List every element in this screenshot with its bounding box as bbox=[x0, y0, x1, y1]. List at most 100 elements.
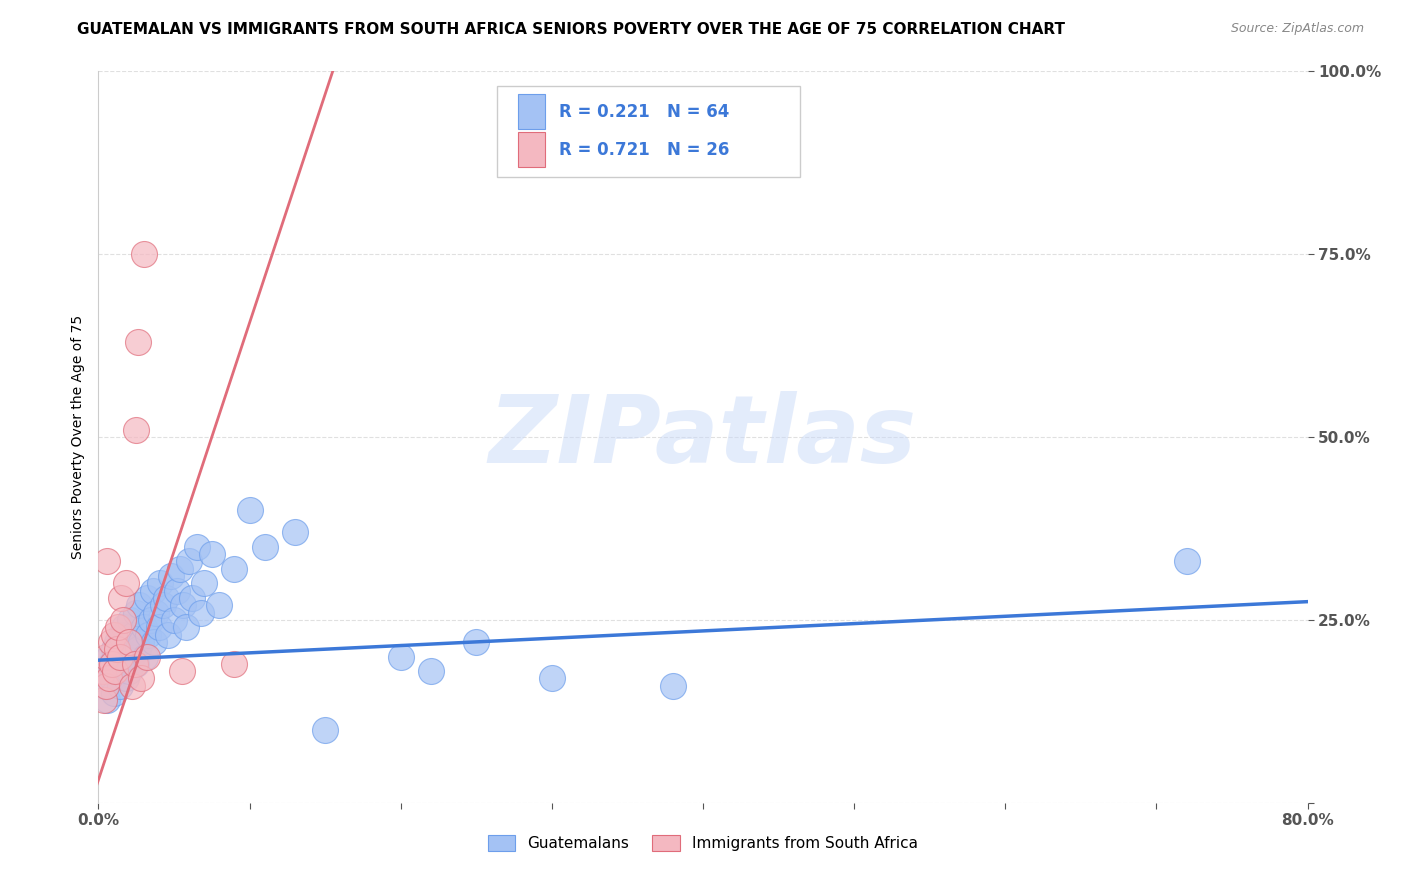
Text: R = 0.221   N = 64: R = 0.221 N = 64 bbox=[560, 103, 730, 120]
Point bbox=[125, 423, 148, 437]
Point bbox=[284, 525, 307, 540]
Point bbox=[110, 591, 132, 605]
Point bbox=[101, 657, 124, 671]
Point bbox=[208, 599, 231, 613]
Point bbox=[98, 672, 121, 686]
Point bbox=[136, 627, 159, 641]
Point bbox=[103, 686, 125, 700]
Point bbox=[181, 591, 204, 605]
Point bbox=[224, 562, 246, 576]
Text: ZIPatlas: ZIPatlas bbox=[489, 391, 917, 483]
Text: Source: ZipAtlas.com: Source: ZipAtlas.com bbox=[1230, 22, 1364, 36]
Point bbox=[143, 635, 166, 649]
Point bbox=[149, 576, 172, 591]
Point bbox=[98, 649, 121, 664]
Point bbox=[105, 642, 128, 657]
Point bbox=[172, 599, 194, 613]
Point bbox=[314, 723, 336, 737]
Point bbox=[201, 547, 224, 561]
Point bbox=[156, 627, 179, 641]
Point bbox=[107, 664, 129, 678]
Point bbox=[420, 664, 443, 678]
Point bbox=[134, 649, 156, 664]
Point bbox=[107, 620, 129, 634]
Point bbox=[128, 599, 150, 613]
Point bbox=[465, 635, 488, 649]
Point bbox=[160, 569, 183, 583]
Point bbox=[127, 334, 149, 349]
Point bbox=[118, 635, 141, 649]
Point bbox=[100, 635, 122, 649]
Point bbox=[135, 649, 157, 664]
Point bbox=[661, 679, 683, 693]
Point bbox=[224, 657, 246, 671]
Point bbox=[169, 562, 191, 576]
Point bbox=[540, 672, 562, 686]
Point bbox=[132, 620, 155, 634]
Point bbox=[135, 591, 157, 605]
Point bbox=[103, 642, 125, 657]
Point bbox=[94, 679, 117, 693]
Point bbox=[170, 664, 193, 678]
Point bbox=[114, 576, 136, 591]
Point bbox=[125, 606, 148, 620]
Point bbox=[129, 672, 152, 686]
Point bbox=[132, 247, 155, 261]
Point bbox=[145, 606, 167, 620]
FancyBboxPatch shape bbox=[517, 94, 544, 129]
Point bbox=[1175, 554, 1198, 568]
Point bbox=[104, 664, 127, 678]
Point bbox=[118, 635, 141, 649]
Point bbox=[124, 657, 146, 671]
FancyBboxPatch shape bbox=[517, 132, 544, 167]
Point bbox=[148, 620, 170, 634]
Point bbox=[129, 635, 152, 649]
Point bbox=[121, 679, 143, 693]
Point bbox=[111, 613, 134, 627]
Point bbox=[111, 657, 134, 671]
Point bbox=[91, 664, 114, 678]
Point bbox=[120, 613, 142, 627]
Point bbox=[186, 540, 208, 554]
Point bbox=[239, 503, 262, 517]
Point bbox=[94, 679, 117, 693]
Point bbox=[174, 620, 197, 634]
Legend: Guatemalans, Immigrants from South Africa: Guatemalans, Immigrants from South Afric… bbox=[482, 830, 924, 857]
Point bbox=[163, 613, 186, 627]
Point bbox=[125, 657, 148, 671]
Point bbox=[96, 693, 118, 707]
Point bbox=[118, 664, 141, 678]
Point bbox=[100, 657, 122, 671]
Point bbox=[105, 635, 128, 649]
Point bbox=[103, 627, 125, 641]
Point bbox=[101, 672, 124, 686]
Point bbox=[108, 679, 131, 693]
Point bbox=[179, 554, 201, 568]
Point bbox=[166, 583, 188, 598]
Point bbox=[142, 583, 165, 598]
Point bbox=[110, 649, 132, 664]
Y-axis label: Seniors Poverty Over the Age of 75: Seniors Poverty Over the Age of 75 bbox=[70, 315, 84, 559]
Point bbox=[115, 642, 138, 657]
Point bbox=[389, 649, 412, 664]
Point bbox=[91, 664, 114, 678]
Point bbox=[190, 606, 212, 620]
Point bbox=[122, 627, 145, 641]
Point bbox=[94, 649, 117, 664]
Point bbox=[93, 693, 115, 707]
Point bbox=[155, 591, 177, 605]
Point bbox=[114, 672, 136, 686]
Point bbox=[141, 613, 163, 627]
Point bbox=[121, 649, 143, 664]
Point bbox=[110, 627, 132, 641]
Point bbox=[152, 599, 174, 613]
Point bbox=[193, 576, 215, 591]
Point bbox=[112, 620, 135, 634]
Text: GUATEMALAN VS IMMIGRANTS FROM SOUTH AFRICA SENIORS POVERTY OVER THE AGE OF 75 CO: GUATEMALAN VS IMMIGRANTS FROM SOUTH AFRI… bbox=[77, 22, 1066, 37]
Text: R = 0.721   N = 26: R = 0.721 N = 26 bbox=[560, 141, 730, 159]
FancyBboxPatch shape bbox=[498, 86, 800, 178]
Point bbox=[108, 649, 131, 664]
Point bbox=[253, 540, 276, 554]
Point bbox=[96, 554, 118, 568]
Point bbox=[127, 642, 149, 657]
